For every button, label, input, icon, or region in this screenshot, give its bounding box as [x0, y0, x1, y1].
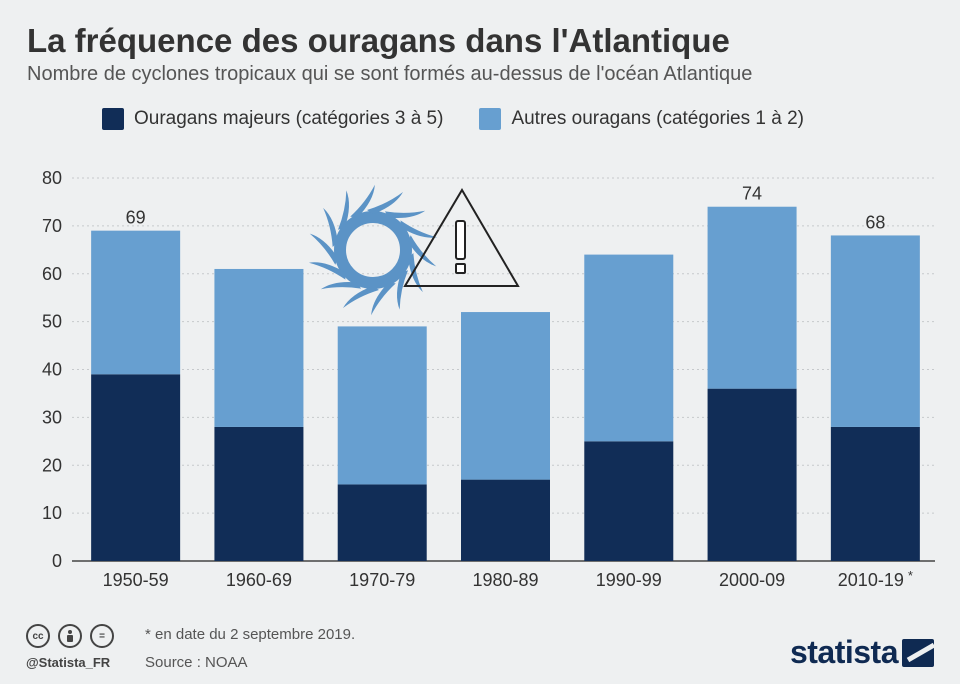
total-label: 68 — [865, 212, 885, 232]
license-icons: cc = — [26, 624, 122, 648]
source: Source : NOAA — [145, 654, 248, 671]
bar-other — [461, 312, 550, 480]
y-tick-label: 40 — [42, 360, 62, 380]
legend-item-major: Ouragans majeurs (catégories 3 à 5) — [102, 108, 443, 130]
x-tick-label: 1980-89 — [472, 570, 538, 590]
legend-item-other: Autres ouragans (catégories 1 à 2) — [479, 108, 804, 130]
total-labels: 69 74 68 — [126, 184, 886, 233]
x-tick-label: 2000-09 — [719, 570, 785, 590]
bar-major — [584, 441, 674, 561]
bar-major — [91, 374, 181, 561]
x-tick-label: 2010-19 * — [838, 568, 913, 590]
legend-label-major: Ouragans majeurs (catégories 3 à 5) — [134, 108, 444, 129]
y-tick-label: 60 — [42, 264, 62, 284]
y-tick-label: 10 — [42, 503, 62, 523]
bar-other — [337, 326, 427, 485]
legend-swatch-major — [102, 108, 124, 130]
legend-label-other: Autres ouragans (catégories 1 à 2) — [511, 108, 804, 129]
total-label: 74 — [742, 184, 762, 204]
statista-mark-icon — [902, 638, 934, 667]
legend: Ouragans majeurs (catégories 3 à 5) Autr… — [102, 108, 840, 130]
y-axis-labels: 0 10 20 30 40 50 60 70 80 — [42, 168, 62, 571]
bars — [91, 206, 920, 561]
x-tick-label: 1970-79 — [349, 570, 415, 590]
total-label: 69 — [126, 208, 146, 228]
bar-major — [214, 426, 304, 561]
x-tick-label: 1960-69 — [226, 570, 292, 590]
footnote: * en date du 2 septembre 2019. — [145, 626, 356, 643]
no-derivatives-icon: = — [90, 624, 114, 648]
bar-major — [337, 484, 427, 561]
y-tick-label: 50 — [42, 312, 62, 332]
x-tick-label: 1990-99 — [596, 570, 662, 590]
chart-subtitle: Nombre de cyclones tropicaux qui se sont… — [27, 63, 753, 85]
bar-other — [707, 206, 797, 389]
statista-logo[interactable]: statista — [790, 634, 934, 671]
y-tick-label: 70 — [42, 216, 62, 236]
y-tick-label: 80 — [42, 168, 62, 188]
attribution-icon — [58, 624, 82, 648]
creative-commons-icon: cc — [26, 624, 50, 648]
y-tick-label: 30 — [42, 407, 62, 427]
bar-other — [214, 268, 304, 427]
bar-major — [830, 426, 920, 561]
x-tick-label: 1950-59 — [103, 570, 169, 590]
y-tick-label: 20 — [42, 455, 62, 475]
social-handle: @Statista_FR — [26, 655, 111, 670]
bar-major — [707, 388, 797, 561]
bar-major — [461, 479, 550, 561]
hurricane-icon — [308, 184, 438, 316]
y-tick-label: 0 — [52, 551, 62, 571]
warning-triangle-icon — [403, 188, 520, 287]
bar-other — [584, 254, 674, 442]
legend-swatch-other — [479, 108, 502, 130]
bar-other — [830, 235, 920, 427]
x-axis-labels: 1950-59 1960-69 1970-79 1980-89 1990-99 2000-… — [103, 568, 913, 590]
bar-other — [91, 230, 181, 375]
brand-name: statista — [789, 634, 899, 670]
chart-title: La fréquence des ouragans dans l'Atlanti… — [27, 22, 730, 59]
